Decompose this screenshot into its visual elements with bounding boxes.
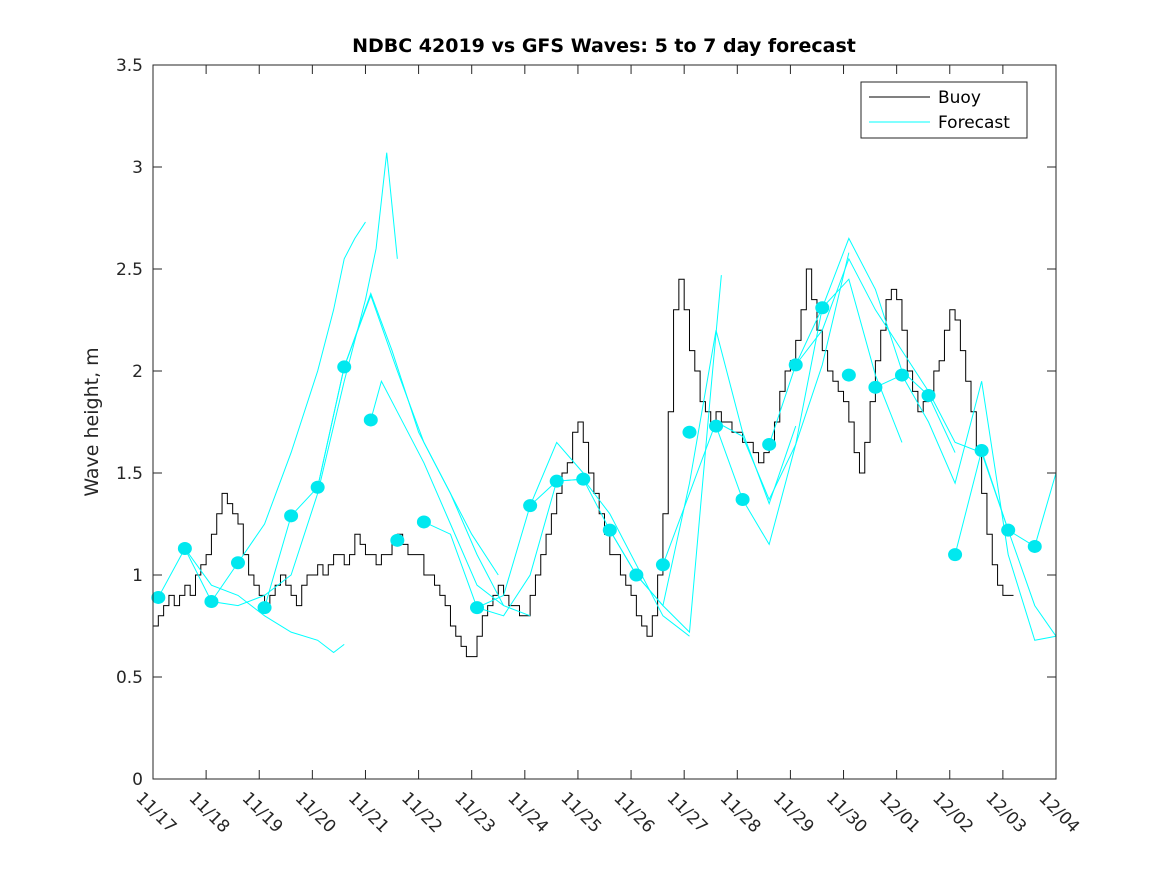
y-tick-label: 0	[132, 770, 143, 790]
axes-box	[152, 64, 1057, 780]
y-axis-label: Wave height, m	[81, 347, 103, 496]
forecast-marker	[602, 523, 617, 537]
forecast-marker	[921, 388, 936, 402]
forecast-marker	[363, 413, 378, 427]
y-tick-label: 0.5	[116, 668, 143, 688]
forecast-marker	[841, 368, 856, 382]
y-tick-label: 1	[132, 566, 143, 586]
forecast-marker	[682, 425, 697, 439]
y-tick-label: 1.5	[116, 464, 143, 484]
forecast-marker	[151, 590, 166, 604]
forecast-run-line	[875, 374, 1057, 641]
forecast-marker	[230, 556, 245, 570]
forecast-marker	[204, 595, 219, 609]
forecast-run-line	[211, 221, 366, 602]
forecast-marker	[655, 558, 670, 572]
forecast-marker	[868, 380, 883, 394]
forecast-marker	[948, 548, 963, 562]
legend-label-buoy: Buoy	[938, 88, 981, 108]
forecast-marker	[337, 360, 352, 374]
y-tick-label: 3	[132, 158, 143, 178]
forecast-marker	[1027, 539, 1042, 553]
marker-layer	[151, 301, 1042, 615]
forecast-marker	[549, 474, 564, 488]
forecast-marker	[629, 568, 644, 582]
forecast-run-line	[157, 547, 345, 654]
legend: Buoy Forecast	[860, 81, 1028, 139]
forecast-marker	[576, 472, 591, 486]
legend-box	[860, 81, 1028, 139]
y-tick-label: 3.5	[116, 56, 143, 76]
y-tick-label: 2	[132, 362, 143, 382]
legend-label-forecast: Forecast	[938, 113, 1010, 133]
forecast-run-line	[662, 252, 850, 565]
forecast-marker	[390, 533, 405, 547]
forecast-marker	[416, 515, 431, 529]
chart-title: NDBC 42019 vs GFS Waves: 5 to 7 day fore…	[352, 35, 856, 57]
forecast-marker	[177, 541, 192, 555]
forecast-run-line	[715, 278, 903, 546]
forecast-marker	[1001, 523, 1016, 537]
forecast-marker	[788, 358, 803, 372]
forecast-run-line	[423, 441, 584, 609]
forecast-marker	[257, 601, 272, 615]
forecast-run-line	[609, 330, 797, 607]
forecast-marker	[284, 509, 299, 523]
forecast-marker	[815, 301, 830, 315]
forecast-marker	[709, 419, 724, 433]
forecast-run-line	[317, 294, 505, 606]
forecast-marker	[310, 480, 325, 494]
forecast-marker	[974, 444, 989, 458]
forecast-run-line	[264, 292, 499, 608]
forecast-marker	[894, 368, 909, 382]
forecast-marker	[470, 601, 485, 615]
forecast-marker	[762, 437, 777, 451]
forecast-marker	[735, 493, 750, 507]
y-tick-label: 2.5	[116, 260, 143, 280]
forecast-marker	[523, 499, 538, 513]
buoy-line	[153, 268, 1014, 658]
plot-area	[153, 65, 1056, 779]
forecast-run-line	[370, 379, 531, 617]
y-axis: 0 0.5 1 1.5 2 2.5 3 3.5	[116, 56, 1056, 790]
